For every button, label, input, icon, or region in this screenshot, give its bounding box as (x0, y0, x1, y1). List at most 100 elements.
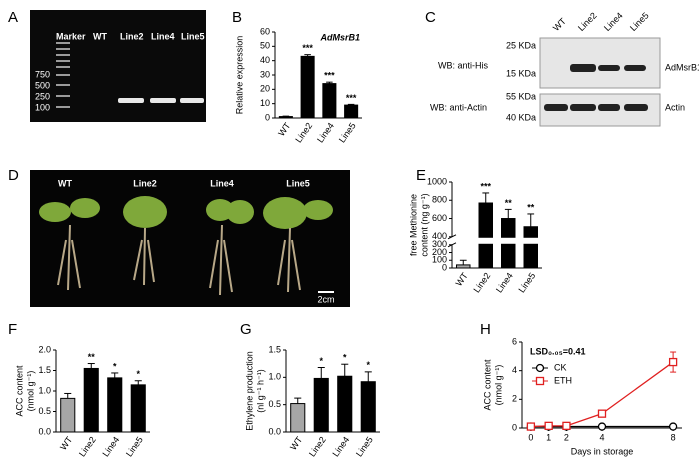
significance: *** (324, 71, 335, 81)
legend-marker (535, 363, 545, 373)
y-axis-label: ACC content (482, 359, 492, 411)
y-tick-label: 50 (260, 41, 270, 51)
panel-letter: A (8, 9, 18, 26)
x-tick-label: 0 (528, 432, 533, 442)
bar (360, 381, 376, 433)
bar (290, 403, 306, 433)
bar (344, 104, 359, 119)
annotation: LSD₀.₀₅=0.41 (530, 346, 586, 356)
x-tick-label: Line4 (101, 435, 122, 459)
y-tick-label: 0.5 (268, 399, 281, 409)
gel-bands (118, 98, 204, 103)
bar (313, 377, 329, 433)
scale-label: 2cm (317, 294, 334, 304)
lane-label: WT (551, 16, 568, 33)
y-tick-label: 600 (432, 213, 447, 223)
plant-label: Line4 (210, 178, 234, 188)
y-tick-label: 60 (260, 26, 270, 36)
y-tick-label: 1000 (427, 176, 447, 186)
marker (668, 357, 678, 367)
y-axis-label: (nl g⁻¹ h⁻¹) (255, 369, 265, 413)
legend-label: CK (554, 362, 567, 372)
y-tick-label: 1.0 (38, 385, 51, 395)
legend-marker (535, 376, 545, 386)
size-label: 55 KDa (506, 91, 536, 101)
y-tick-label: 30 (260, 69, 270, 79)
bar (456, 264, 471, 269)
lane-label: Line4 (151, 31, 175, 41)
bar (523, 226, 538, 269)
y-tick-label: 0.0 (38, 426, 51, 436)
y-tick-label: 0.0 (268, 426, 281, 436)
lane-label: Line5 (628, 10, 651, 33)
plant-label: Line2 (133, 178, 157, 188)
x-tick-label: WT (58, 434, 75, 452)
protein-label: AdMsrB1 (665, 62, 699, 72)
y-axis-label: (nmol g⁻¹) (25, 371, 35, 412)
y-tick-label: 200 (432, 247, 447, 257)
marker (597, 422, 607, 431)
y-tick-label: 40 (260, 55, 270, 65)
x-tick-label: Line2 (293, 121, 314, 145)
y-tick-label: 0 (442, 262, 447, 272)
ladder-label: 750 (35, 69, 50, 79)
lane-label: Line5 (181, 31, 205, 41)
antibody-label: WB: anti-Actin (430, 102, 487, 112)
x-tick-label: Line5 (517, 271, 538, 295)
y-axis-label: content (ng g⁻¹) (419, 193, 429, 256)
y-tick-label: 0.5 (38, 406, 51, 416)
panel-letter: H (480, 321, 491, 338)
x-tick-label: WT (288, 434, 305, 452)
y-tick-label: 10 (260, 98, 270, 108)
bar (322, 83, 337, 119)
y-tick-label: 800 (432, 195, 447, 205)
bar (278, 116, 293, 119)
significance: * (343, 353, 347, 363)
lane-label: Marker (56, 31, 86, 41)
x-tick-label: Line4 (315, 121, 336, 145)
plant-label: Line5 (286, 178, 310, 188)
blot-bands (544, 104, 648, 111)
bar (478, 202, 493, 269)
x-tick-label: WT (454, 270, 471, 288)
significance: ** (527, 202, 535, 212)
plant-photo (30, 170, 350, 307)
lane-label: Line4 (602, 10, 625, 33)
panel-letter: G (240, 321, 252, 338)
lane-label: Line2 (120, 31, 144, 41)
y-tick-label: 0 (512, 422, 517, 432)
x-tick-label: Line2 (307, 435, 328, 459)
significance: * (113, 361, 117, 371)
significance: * (366, 360, 370, 370)
size-label: 25 KDa (506, 40, 536, 50)
y-axis-label: ACC content (14, 365, 24, 417)
significance: * (136, 369, 140, 379)
plant-label: WT (58, 178, 72, 188)
bar-break (500, 237, 516, 244)
x-tick-label: 2 (564, 432, 569, 442)
bar-break (523, 237, 539, 244)
bar (107, 377, 123, 433)
y-axis-label: Ethylene production (244, 351, 254, 431)
size-label: 15 KDa (506, 68, 536, 78)
ladder (56, 42, 70, 108)
y-tick-label: 20 (260, 84, 270, 94)
y-tick-label: 100 (432, 255, 447, 265)
significance: ** (505, 198, 513, 208)
x-tick-label: Line2 (77, 435, 98, 459)
y-tick-label: 6 (512, 336, 517, 346)
y-tick-label: 300 (432, 239, 447, 249)
significance: ** (88, 352, 96, 362)
y-tick-label: 2.0 (38, 344, 51, 354)
lane-label: Line2 (576, 10, 599, 33)
blot (539, 37, 661, 89)
x-tick-label: Line5 (354, 435, 375, 459)
marker (544, 421, 553, 431)
marker (526, 422, 536, 431)
y-tick-label: 2 (512, 394, 517, 404)
ladder-label: 100 (35, 102, 50, 112)
bar (60, 397, 76, 433)
legend-label: ETH (554, 375, 572, 385)
marker (562, 421, 571, 431)
